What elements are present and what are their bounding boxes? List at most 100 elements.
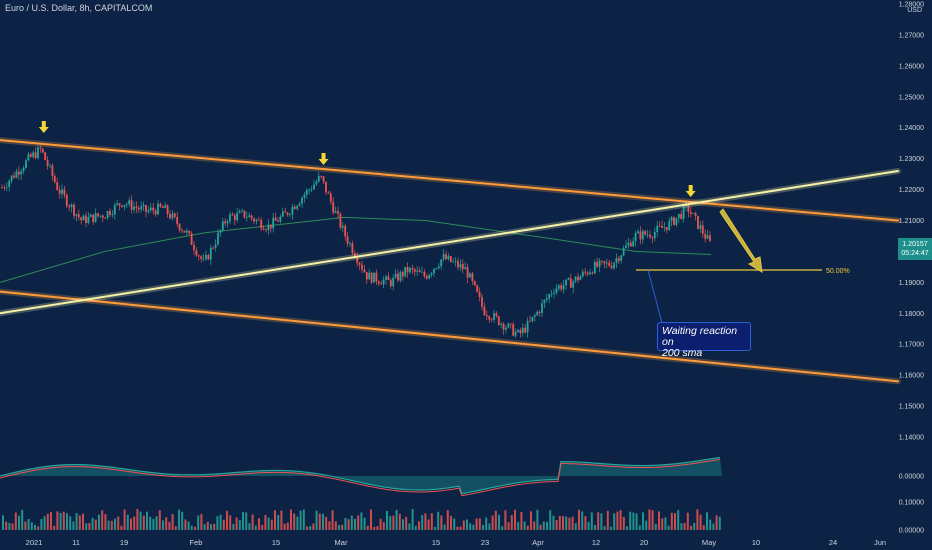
arrow-down-icon	[38, 121, 49, 133]
candle-body	[517, 329, 519, 332]
volume-bar	[418, 521, 420, 530]
candle-body	[627, 242, 630, 246]
candle-body	[49, 165, 51, 167]
candle-body	[152, 207, 155, 211]
candle-body	[149, 207, 152, 211]
volume-bar	[606, 510, 609, 530]
price-tick-label: 1.18000	[899, 311, 924, 318]
price-tick-label: 1.15000	[899, 404, 924, 411]
volume-bar	[210, 524, 212, 530]
price-axis[interactable]: 1.28000 1.27000 1.26000 1.25000 1.24000 1.230…	[899, 2, 924, 535]
volume-bar	[88, 523, 91, 530]
candle-body	[500, 323, 503, 325]
volume-bar	[430, 513, 433, 530]
candle-body	[437, 266, 440, 269]
volume-bar	[350, 515, 353, 530]
candle-body	[274, 217, 277, 221]
volume-bar	[485, 517, 488, 530]
candle-body	[178, 223, 181, 231]
candle-body	[577, 276, 579, 281]
volume-bar	[178, 509, 180, 530]
candle-body	[221, 221, 224, 231]
candle-body	[490, 319, 493, 321]
volume-bar	[373, 526, 376, 530]
candle-body	[497, 316, 500, 325]
volume-bar	[491, 515, 494, 530]
volume-bar	[379, 518, 382, 530]
candle-body	[445, 254, 447, 260]
candle-body	[97, 213, 99, 217]
candle-body	[22, 167, 25, 172]
volume-bar	[30, 522, 33, 530]
volume-bar	[312, 523, 315, 530]
volume-bar	[72, 521, 75, 530]
oscillator-pane	[0, 456, 722, 497]
candle-body	[195, 250, 198, 256]
bar-countdown: 05:24:47	[901, 250, 929, 257]
candle-body	[322, 176, 325, 182]
candle-body	[37, 147, 39, 159]
annotation-callout[interactable]: Waiting reaction on 200 sma	[657, 322, 751, 359]
time-tick-label: 12	[592, 538, 600, 547]
volume-bar	[658, 511, 660, 530]
candle-body	[34, 152, 37, 159]
volume-bar	[654, 523, 657, 530]
price-tick-label: 1.23000	[899, 156, 924, 163]
volume-bar	[24, 521, 27, 530]
candle-body	[421, 271, 423, 273]
volume-bar	[440, 515, 443, 530]
volume-bar	[206, 521, 209, 530]
candle-body	[327, 192, 330, 194]
volume-bar	[523, 521, 526, 530]
volume-bar	[376, 526, 379, 530]
time-axis[interactable]: 2021 11 19 Feb 15 Mar 15 23 Apr 12 20 May 10 24 Jun	[26, 538, 886, 547]
candle-body	[87, 216, 90, 224]
volume-bar	[85, 523, 88, 530]
candle-body	[653, 232, 656, 239]
volume-bar	[504, 510, 507, 530]
candle-body	[639, 231, 642, 240]
candle-body	[385, 276, 387, 280]
volume-bar	[670, 512, 673, 530]
volume-bar	[248, 523, 251, 530]
candle-body	[241, 210, 243, 212]
volume-bar	[507, 522, 510, 530]
price-tick-label: 1.19000	[899, 280, 924, 287]
volume-bar	[389, 516, 392, 530]
candle-body	[339, 213, 342, 228]
volume-bar	[648, 509, 651, 530]
candle-body	[373, 272, 375, 283]
candle-body	[15, 171, 18, 178]
candle-body	[461, 264, 464, 270]
lower-channel-line	[0, 290, 899, 383]
candle-body	[25, 160, 27, 168]
volume-bar	[578, 509, 580, 530]
volume-pane	[2, 509, 721, 530]
candle-body	[154, 210, 157, 215]
candle-body	[620, 255, 623, 261]
candle-body	[13, 175, 15, 178]
candle-body	[529, 320, 531, 322]
volume-bar	[696, 509, 699, 530]
candle-body	[370, 272, 373, 283]
time-tick-label: 11	[72, 538, 80, 547]
candle-body	[574, 276, 577, 282]
volume-bar	[715, 515, 718, 530]
candle-body	[428, 274, 431, 279]
candle-body	[212, 247, 215, 249]
candle-body	[257, 219, 260, 221]
candle-body	[413, 269, 416, 272]
trendlines[interactable]	[0, 137, 901, 385]
candle-body	[32, 152, 35, 157]
volume-bar	[581, 511, 584, 530]
oscillator-signal	[0, 459, 721, 497]
volume-bar	[338, 525, 340, 530]
candle-body	[351, 243, 354, 254]
volume-bar	[661, 518, 664, 530]
volume-bar	[590, 512, 593, 530]
volume-bar	[27, 518, 30, 530]
volume-bar	[130, 518, 132, 530]
candle-body	[197, 255, 200, 257]
